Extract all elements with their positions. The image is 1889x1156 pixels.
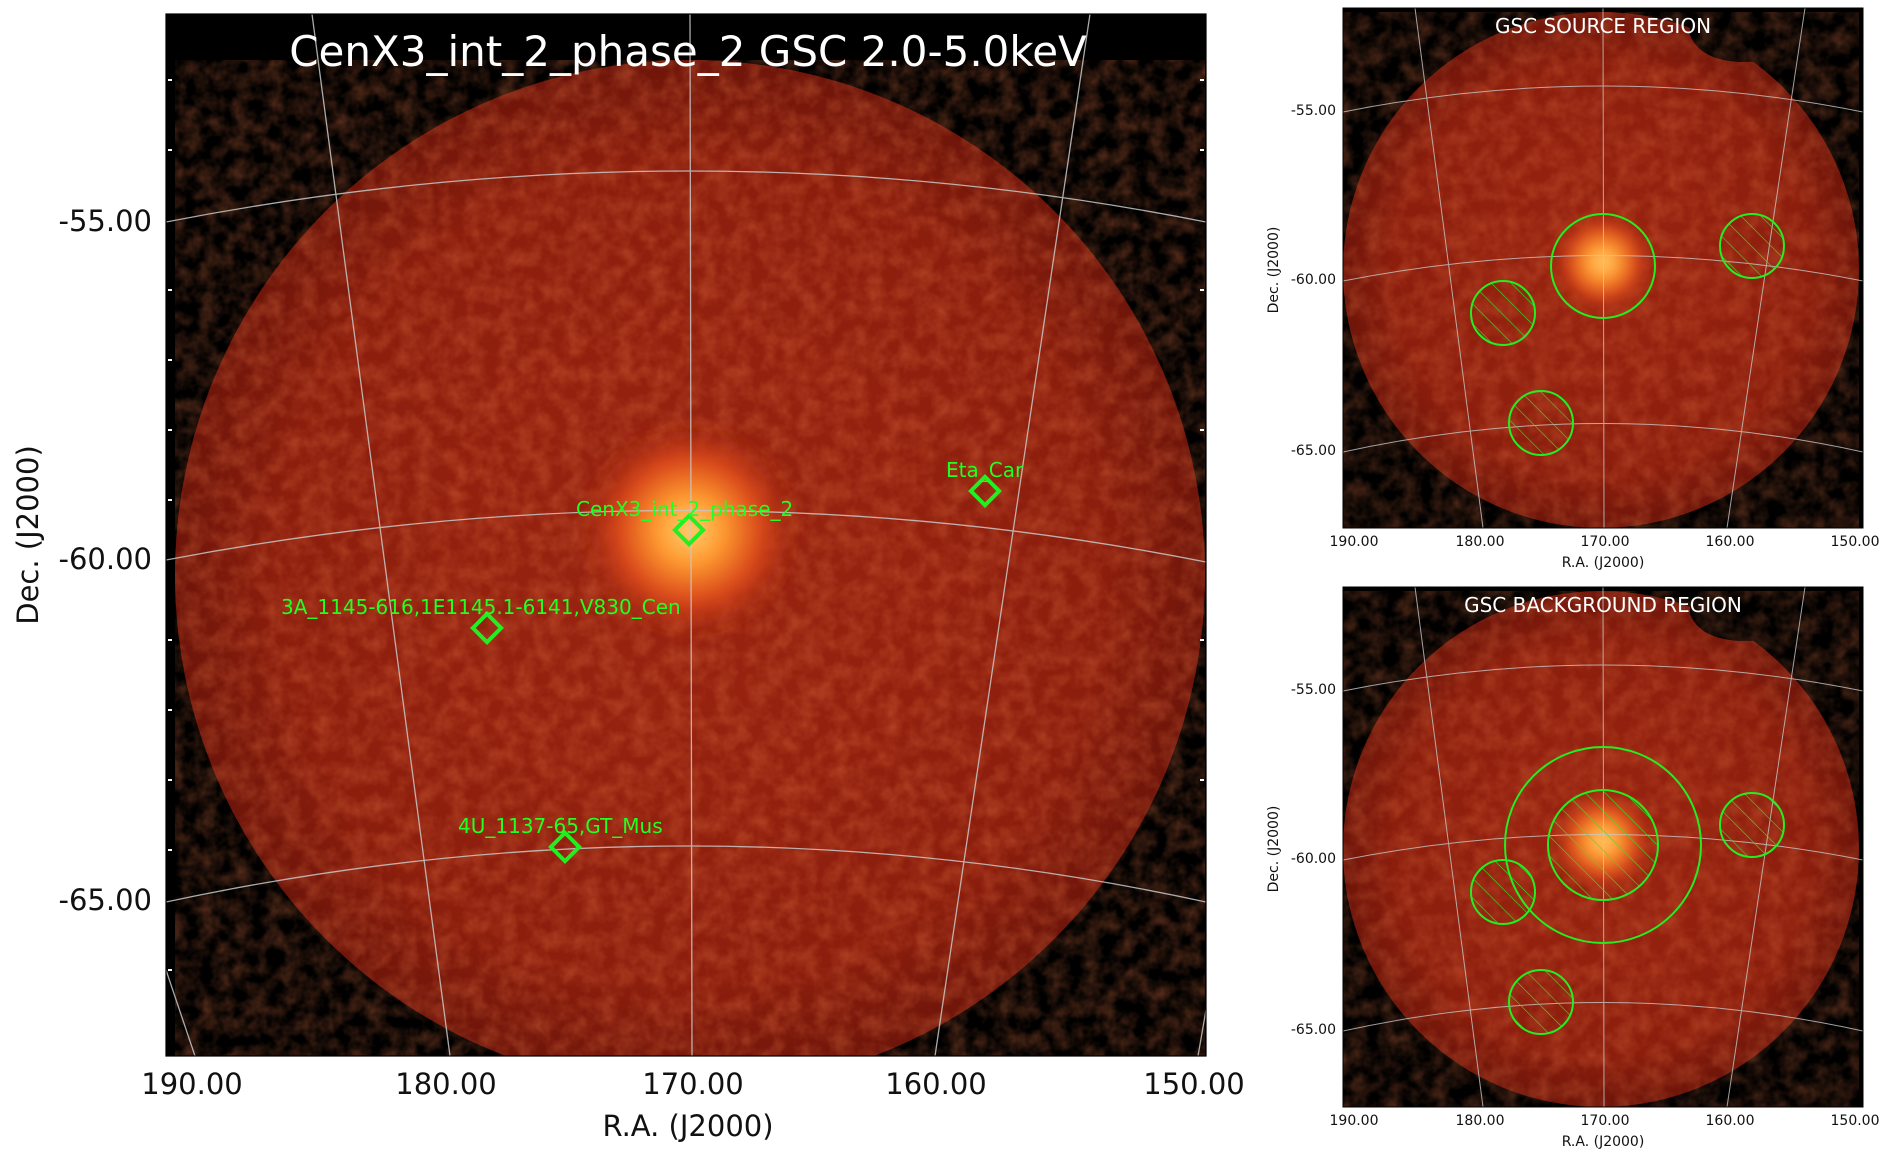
source-label-3a1145: 3A_1145-616,1E1145.1-6141,V830_Cen [281, 595, 681, 619]
p2-regions [1470, 746, 1785, 1035]
p1-y-tick-1: -60.00 [1291, 272, 1336, 288]
grid-dec-minus55 [166, 170, 1206, 223]
marker-eta-car [968, 474, 1002, 508]
p1-y-axis-label: Dec. (J2000) [1266, 227, 1282, 314]
p2-x-tick-0: 190.00 [1330, 1113, 1379, 1129]
p2-exclude-source [1547, 789, 1659, 901]
grid-ra-170 [689, 14, 693, 1056]
p2-x-tick-3: 160.00 [1706, 1113, 1755, 1129]
p1-x-tick-4: 150.00 [1831, 534, 1880, 550]
p1-x-tick-3: 160.00 [1706, 534, 1755, 550]
grid-ra-160 [934, 14, 1091, 1056]
grid-ra-180 [311, 14, 451, 1056]
main-y-axis-label: Dec. (J2000) [11, 445, 45, 625]
main-x-tick-2: 170.00 [642, 1067, 743, 1101]
p2-x-tick-4: 150.00 [1831, 1113, 1880, 1129]
p2-y-tick-1: -60.00 [1291, 851, 1336, 867]
background-region-panel: GSC BACKGROUND REGION -55.00 -60.00 -65.… [1266, 586, 1880, 1150]
main-x-axis-label: R.A. (J2000) [602, 1109, 773, 1143]
p1-x-tick-2: 170.00 [1581, 534, 1630, 550]
p1-y-tick-0: -55.00 [1291, 103, 1336, 119]
main-image: CenX3_int_2_phase_2 Eta_Car 3A_1145-616,… [166, 14, 1206, 1056]
source-label-eta-car: Eta_Car [946, 458, 1024, 482]
p2-exclude-4u1137 [1508, 969, 1574, 1035]
main-title: CenX3_int_2_phase_2 GSC 2.0-5.0keV [289, 27, 1087, 76]
p2-exclude-3a1145 [1470, 859, 1536, 925]
main-x-tick-4: 150.00 [1143, 1067, 1244, 1101]
p1-x-axis-label: R.A. (J2000) [1562, 555, 1645, 571]
main-source-markers [470, 474, 1002, 864]
grid-ra-150 [1197, 1009, 1206, 1056]
main-y-tick-0: -55.00 [59, 204, 153, 238]
p1-y-tick-2: -65.00 [1291, 443, 1336, 459]
p2-y-axis-label: Dec. (J2000) [1266, 806, 1282, 893]
p2-frame [1342, 586, 1864, 1108]
p2-y-tick-0: -55.00 [1291, 682, 1336, 698]
p2-x-tick-2: 170.00 [1581, 1113, 1630, 1129]
source-label-4u1137: 4U_1137-65,GT_Mus [458, 814, 663, 838]
p2-y-tick-2: -65.00 [1291, 1022, 1336, 1038]
p1-x-tick-0: 190.00 [1330, 534, 1379, 550]
main-minor-ticks [168, 79, 1204, 971]
grid-dec-minus65 [166, 845, 1206, 903]
main-x-tick-0: 190.00 [141, 1067, 242, 1101]
main-x-tick-1: 180.00 [395, 1067, 496, 1101]
p2-exclude-eta-car [1719, 792, 1785, 858]
p2-title: GSC BACKGROUND REGION [1464, 593, 1742, 617]
main-source-glow [580, 420, 800, 640]
p2-x-tick-1: 180.00 [1456, 1113, 1505, 1129]
main-y-tick-2: -65.00 [59, 883, 153, 917]
main-panel: CenX3_int_2_phase_2 Eta_Car 3A_1145-616,… [11, 13, 1245, 1143]
p1-exclude-eta-car [1719, 213, 1785, 279]
grid-ra-190 [166, 969, 196, 1056]
p2-image: GSC BACKGROUND REGION [1343, 587, 1863, 1107]
p1-regions [1470, 213, 1785, 456]
source-region-panel: GSC SOURCE REGION -55.00 -60.00 -65.00 1… [1266, 7, 1880, 571]
p1-source-region-circle [1550, 213, 1656, 319]
p1-exclude-4u1137 [1508, 390, 1574, 456]
p1-image: GSC SOURCE REGION [1343, 8, 1863, 528]
marker-cenx3 [672, 513, 706, 547]
p2-x-axis-label: R.A. (J2000) [1562, 1134, 1645, 1150]
p1-title: GSC SOURCE REGION [1495, 14, 1711, 38]
main-frame [165, 13, 1207, 1057]
grid-dec-minus60 [166, 509, 1206, 563]
p2-background-outer-circle [1504, 746, 1702, 944]
main-field-notch [860, 14, 1010, 120]
main-y-tick-1: -60.00 [59, 542, 153, 576]
p1-frame [1342, 7, 1864, 529]
main-x-tick-3: 160.00 [885, 1067, 986, 1101]
marker-3a1145 [470, 611, 504, 645]
p1-exclude-3a1145 [1470, 280, 1536, 346]
marker-4u1137 [548, 830, 582, 864]
p1-x-tick-1: 180.00 [1456, 534, 1505, 550]
main-coordinate-grid [166, 14, 1206, 1056]
source-label-cenx3: CenX3_int_2_phase_2 [576, 497, 793, 521]
